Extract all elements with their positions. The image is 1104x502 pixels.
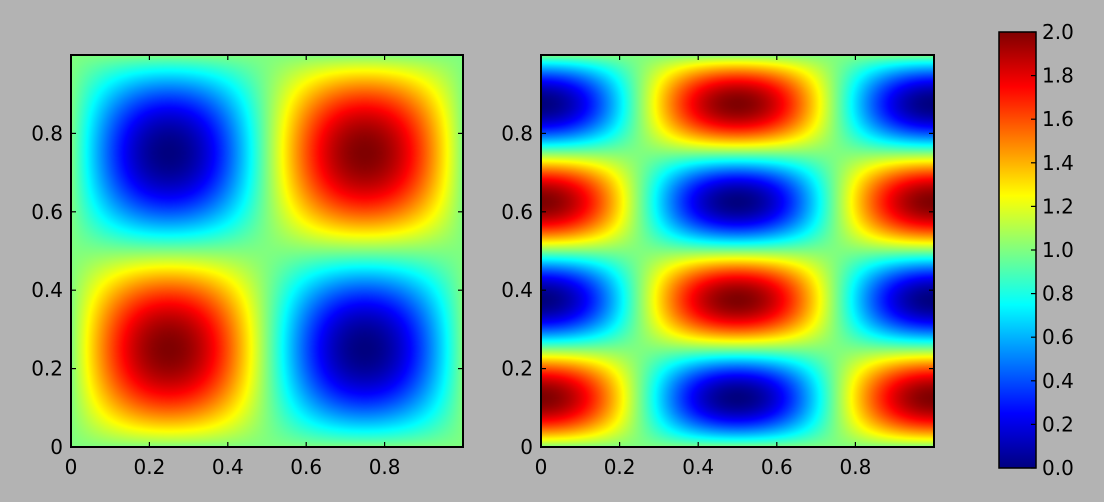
x-tick-label: 0.2	[604, 455, 636, 479]
colorbar: 0.0 0.2 0.4 0.6 0.8 1.0 1.2 1.4 1.6 1.8 2.0	[998, 20, 1074, 480]
colorbar-tick-label: 1.0	[1042, 238, 1074, 262]
y-tick-label: 0	[520, 435, 533, 459]
x-tick-label: 0	[65, 455, 78, 479]
y-tick-label: 0.2	[501, 357, 533, 381]
x-tick-label: 0.6	[761, 455, 793, 479]
colorbar-tick-label: 0.0	[1042, 456, 1074, 480]
axes-frame-1	[70, 54, 464, 448]
colorbar-tick-label: 0.4	[1042, 369, 1074, 393]
x-tick-label: 0.8	[369, 455, 401, 479]
colorbar-tick-label: 0.8	[1042, 282, 1074, 306]
x-tick-label: 0	[535, 455, 548, 479]
y-tick-label: 0.6	[501, 200, 533, 224]
y-tick-label: 0.6	[31, 200, 63, 224]
colorbar-tick-label: 2.0	[1042, 20, 1074, 44]
y-tick-label: 0.8	[31, 121, 63, 145]
x-tick-label: 0.2	[133, 455, 165, 479]
colorbar-gradient	[998, 31, 1037, 469]
colorbar-tick-label: 0.2	[1042, 412, 1074, 436]
x-tick-label: 0.6	[290, 455, 322, 479]
colorbar-tick-label: 1.6	[1042, 107, 1074, 131]
y-tick-label: 0	[50, 435, 63, 459]
x-tick-label: 0.4	[212, 455, 244, 479]
heatmap-image-1	[71, 55, 463, 447]
y-tick-label: 0.8	[501, 121, 533, 145]
axes-1: 0 0.2 0.4 0.6 0.8 0 0.2 0.4 0.6 0.8	[31, 54, 464, 479]
x-tick-label: 0.4	[682, 455, 714, 479]
y-tick-label: 0.4	[501, 278, 533, 302]
colorbar-tick-label: 0.6	[1042, 325, 1074, 349]
colorbar-tick-label: 1.4	[1042, 151, 1074, 175]
axes-frame-2	[540, 54, 935, 448]
colorbar-tick-label: 1.2	[1042, 194, 1074, 218]
colorbar-tick-label: 1.8	[1042, 64, 1074, 88]
y-tick-label: 0.4	[31, 278, 63, 302]
axes-2: 0 0.2 0.4 0.6 0.8 0 0.2 0.4 0.6 0.8	[501, 54, 935, 479]
x-tick-label: 0.8	[839, 455, 871, 479]
heatmap-image-2	[541, 55, 934, 447]
y-tick-label: 0.2	[31, 357, 63, 381]
